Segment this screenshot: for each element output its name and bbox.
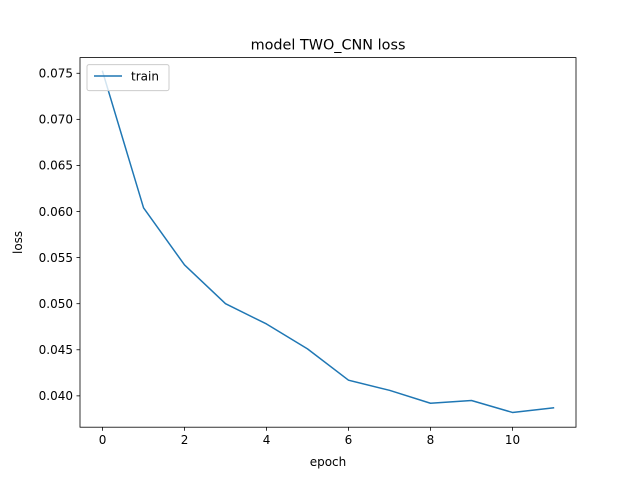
- y-tick-label: 0.050: [39, 297, 73, 311]
- legend-label-train: train: [131, 70, 159, 84]
- x-tick-label: 2: [181, 433, 189, 447]
- axes-frame: [79, 57, 577, 428]
- y-tick-label: 0.060: [39, 205, 73, 219]
- legend: train: [86, 64, 170, 92]
- y-tick-label: 0.055: [39, 251, 73, 265]
- x-axis-label: epoch: [310, 455, 347, 469]
- x-tick-label: 4: [263, 433, 271, 447]
- x-tick-label: 0: [99, 433, 107, 447]
- y-tick-label: 0.045: [39, 343, 73, 357]
- x-tick-label: 8: [427, 433, 435, 447]
- series-lines: [101, 70, 555, 414]
- x-tick-label: 6: [345, 433, 353, 447]
- y-axis-label: loss: [11, 231, 25, 254]
- y-tick-label: 0.075: [39, 67, 73, 81]
- y-tick-label: 0.040: [39, 389, 73, 403]
- y-tick-label: 0.065: [39, 159, 73, 173]
- x-tick-label: 10: [505, 433, 520, 447]
- series-line-train: [101, 70, 555, 414]
- axis-ticks: 0 2 4 6 8 10 0.040 0.045 0.050 0.055 0.060 0.065 0.0…: [39, 67, 520, 448]
- y-tick-label: 0.070: [39, 113, 73, 127]
- legend-box: [86, 64, 170, 92]
- chart-title: model TWO_CNN loss: [251, 38, 406, 54]
